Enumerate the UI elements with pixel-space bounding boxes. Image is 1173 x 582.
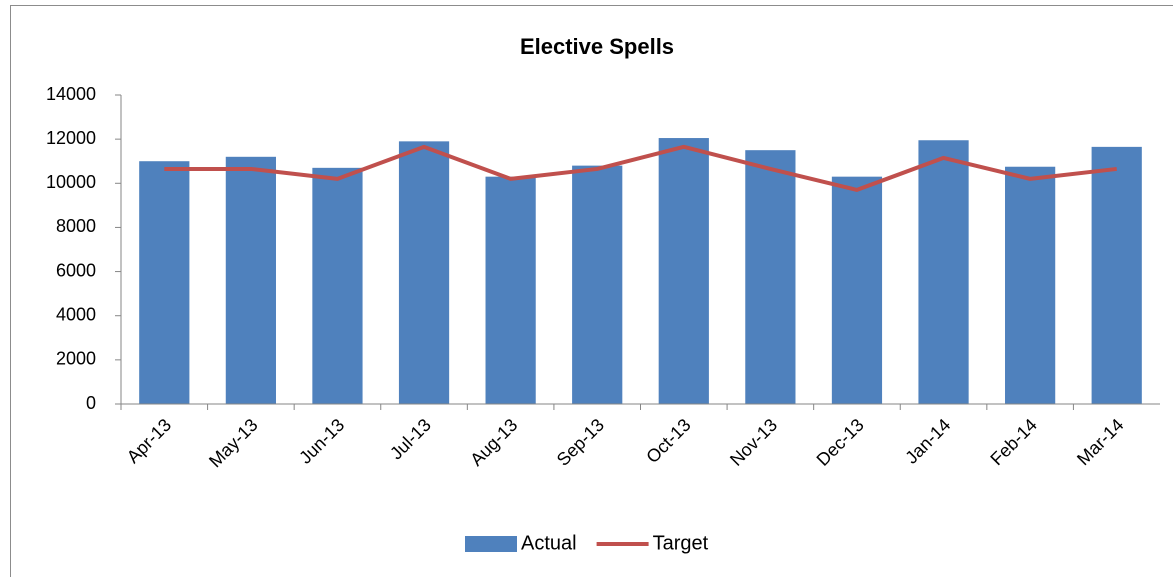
legend-label: Actual (521, 532, 577, 554)
chart-title: Elective Spells (520, 34, 674, 59)
y-tick-label: 12000 (46, 128, 96, 148)
bar (745, 150, 795, 404)
bar (659, 138, 709, 404)
bar (1092, 147, 1142, 404)
y-tick-label: 8000 (56, 216, 96, 236)
bar (1005, 167, 1055, 404)
y-tick-label: 4000 (56, 304, 96, 324)
legend-label: Target (653, 532, 709, 554)
y-tick-label: 6000 (56, 260, 96, 280)
bar (918, 140, 968, 404)
bar (572, 166, 622, 404)
bar (139, 161, 189, 404)
y-tick-label: 10000 (46, 172, 96, 192)
bar (486, 177, 536, 404)
bar (312, 168, 362, 404)
y-tick-label: 2000 (56, 349, 96, 369)
bar (832, 177, 882, 404)
bar (226, 157, 276, 404)
y-tick-label: 0 (86, 393, 96, 413)
legend-swatch (465, 536, 517, 552)
bar (399, 141, 449, 404)
y-tick-label: 14000 (46, 84, 96, 104)
